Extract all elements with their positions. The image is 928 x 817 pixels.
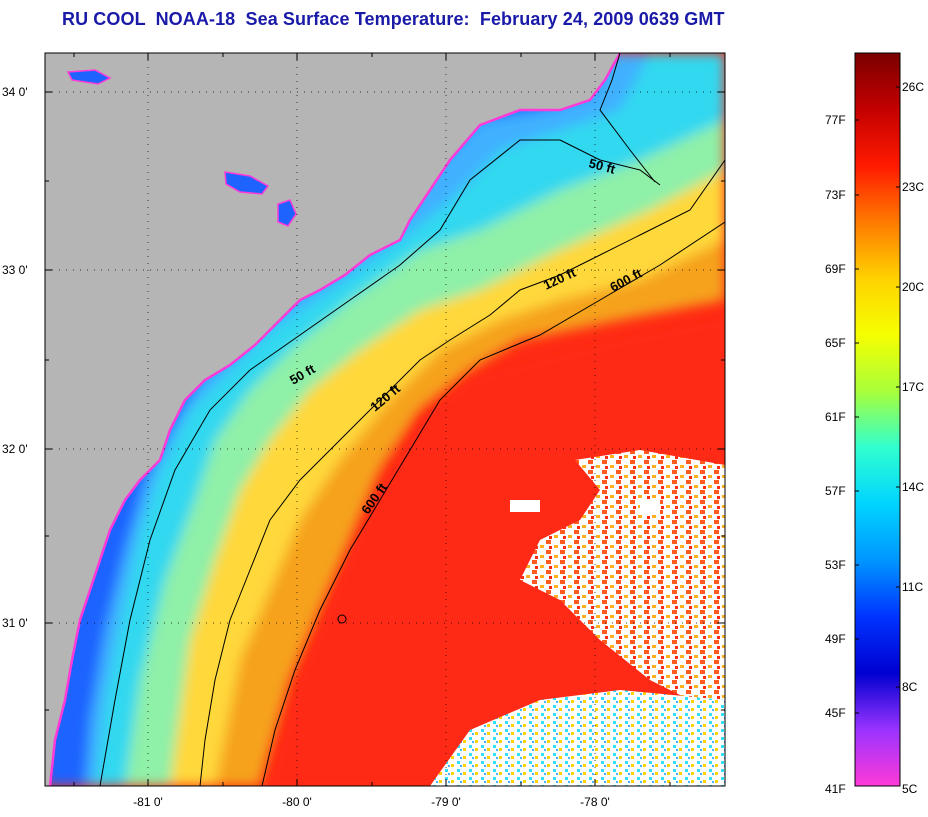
colorbar-f-label: 49F [825,632,846,646]
colorbar-f-label: 69F [825,262,846,276]
colorbar-f-label: 61F [825,410,846,424]
map-title: RU COOL NOAA-18 Sea Surface Temperature:… [62,9,725,29]
barrier-island [599,53,656,183]
colorbar-c-label: 14C [902,480,924,494]
lon-tick-label: -79 0' [431,795,461,809]
colorbar-scale [854,52,901,787]
cloud-fleck [640,500,660,514]
colorbar-ticks [855,86,900,714]
inland-lake [277,199,297,227]
map-frame [44,52,726,787]
lat-tick-label: 32 0' [2,442,28,456]
colorbar-c-label: 23C [902,180,924,194]
colorbar-c-label: 26C [902,80,924,94]
map-area: 50 ft 50 ft 120 ft 120 ft 600 ft 600 ft [45,53,725,786]
colorbar-f-label: 53F [825,558,846,572]
isobath-600ft [261,221,725,786]
colorbar-f-label: 57F [825,484,846,498]
inland-lake [224,171,270,195]
colorbar-c-label: 8C [902,680,918,694]
colorbar-f-label: 41F [825,782,846,796]
gulf-stream-core [270,320,725,786]
colorbar-f-label: 77F [825,113,846,127]
cloud-fleck [510,500,540,512]
colorbar-c-label: 11C [902,580,923,594]
isobath-120ft [199,159,725,786]
cloud-patch-east [520,450,725,720]
colorbar-f-label: 73F [825,188,846,202]
colorbar-f-label: 45F [825,706,846,720]
colorbar: 77F 73F 69F 65F 61F 57F 53F 49F 45F 41F … [825,52,924,796]
coast-fringe [48,53,622,786]
colorbar-c-label: 20C [902,280,924,294]
colorbar-c-label: 5C [902,782,918,796]
lat-tick-label: 34 0' [2,85,28,99]
axis-ticks [45,53,725,786]
colorbar-c-label: 17C [902,380,924,394]
cloud-patch-south [430,690,725,786]
lon-tick-label: -80 0' [282,795,312,809]
cloud-patches [430,450,725,786]
isobath-600ft-ring [337,614,347,624]
colorbar-f-label: 65F [825,336,846,350]
isobath-contours [99,139,725,786]
contour-label-50ft: 50 ft [587,155,617,177]
inland-lake [66,69,112,85]
land-mass [45,53,620,786]
lat-tick-label: 33 0' [2,263,28,277]
lon-tick-label: -78 0' [580,795,610,809]
lon-tick-label: -81 0' [133,795,163,809]
isobath-50ft [99,139,661,786]
lat-tick-label: 31 0' [2,616,28,630]
